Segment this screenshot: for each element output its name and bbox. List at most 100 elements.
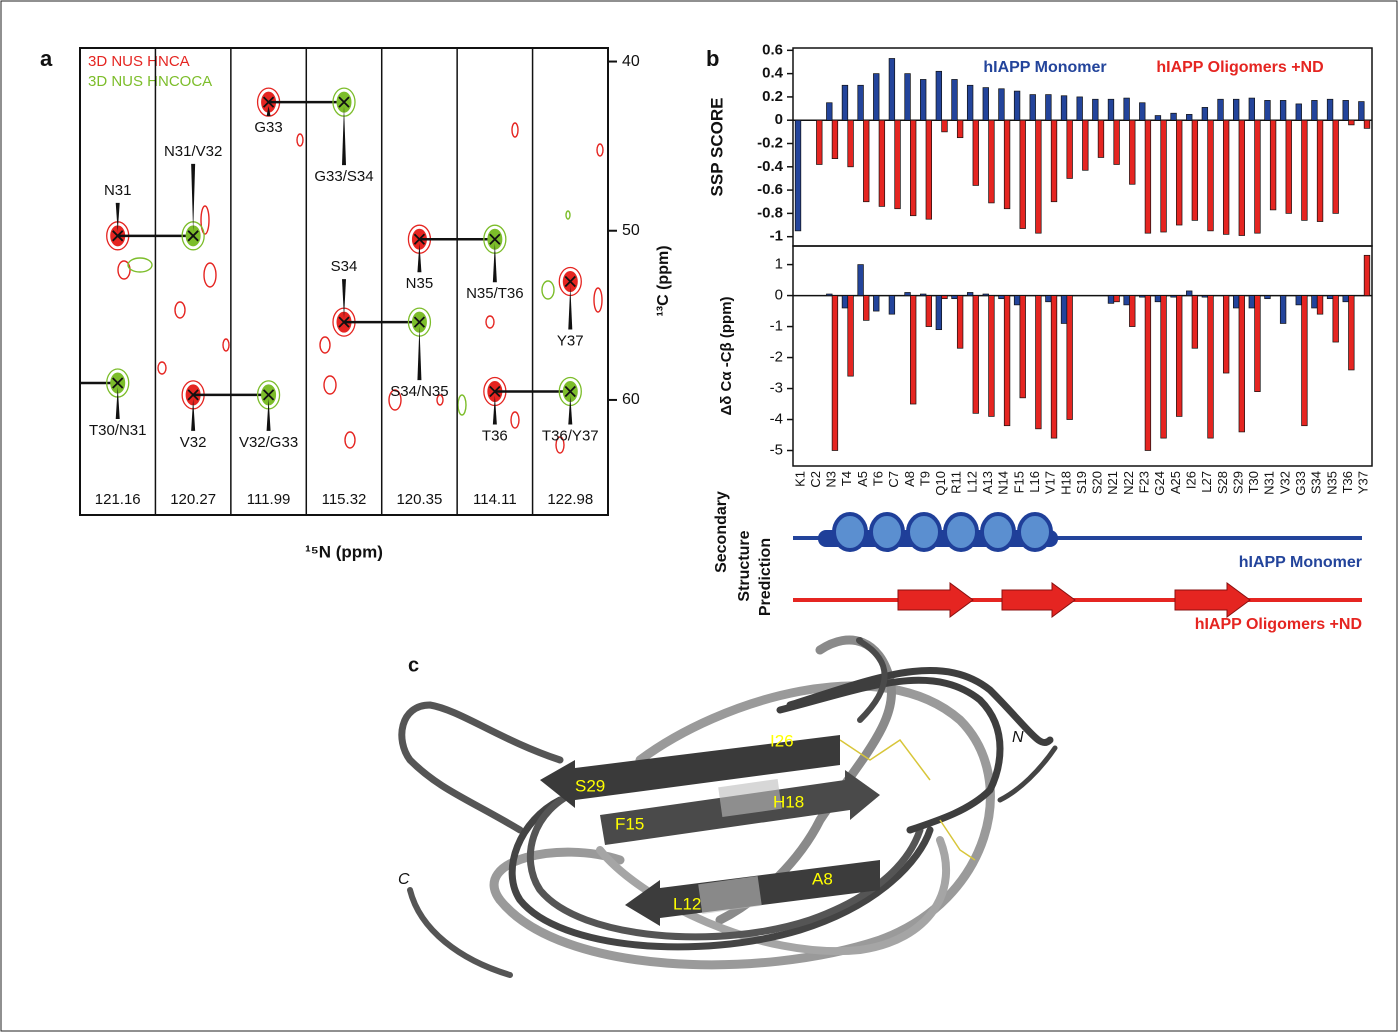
bar xyxy=(1222,295,1230,374)
strand-highlight xyxy=(718,778,782,818)
bar xyxy=(941,295,948,300)
bar xyxy=(904,292,911,296)
bar xyxy=(972,295,979,414)
contour xyxy=(200,205,210,235)
bar xyxy=(1186,114,1193,121)
y-tick-label: 1 xyxy=(775,256,783,273)
peak-label: N31/V32 xyxy=(164,143,222,160)
bar xyxy=(1191,295,1199,349)
bar xyxy=(1238,295,1245,433)
bar xyxy=(816,119,823,165)
peak-label: S34/N35 xyxy=(390,383,448,400)
structure-cartoon: c S29 I26 F15 H18 L12 A8 N C xyxy=(398,635,1058,978)
disulfide xyxy=(839,738,976,861)
bar xyxy=(1092,98,1099,121)
y-tick-label: 0.2 xyxy=(762,88,783,105)
bar xyxy=(1160,119,1167,233)
strip-label: 111.99 xyxy=(247,491,291,508)
bar xyxy=(1326,295,1334,300)
y-tick-label: 0.4 xyxy=(762,65,784,82)
helix-turn xyxy=(832,512,868,552)
panel-label: c xyxy=(408,654,419,676)
bar xyxy=(966,292,974,296)
bar xyxy=(1129,119,1136,185)
contour xyxy=(296,133,304,147)
peak-label: G33/S34 xyxy=(314,168,373,185)
strip-label: 115.32 xyxy=(322,491,367,508)
strip-label: 120.35 xyxy=(396,491,442,508)
bar xyxy=(1107,98,1115,121)
bar xyxy=(972,119,979,186)
bar xyxy=(1295,103,1302,121)
peak-label: N35 xyxy=(406,275,434,292)
contour xyxy=(555,436,565,454)
contour xyxy=(457,394,467,416)
peak-cross xyxy=(338,96,350,108)
x-tick-label: T36 xyxy=(1340,471,1355,493)
x-tick-label: V17 xyxy=(1043,471,1058,494)
bar xyxy=(1326,98,1334,121)
bar xyxy=(1097,119,1105,158)
bar xyxy=(951,79,958,121)
label-pointer xyxy=(115,387,120,420)
label-pointer xyxy=(417,326,422,381)
bar xyxy=(1301,295,1308,427)
legend-entry: 3D NUS HNCA xyxy=(88,53,190,70)
peak-label: G33 xyxy=(254,119,282,136)
helix-turn xyxy=(943,512,979,552)
bar xyxy=(1363,119,1371,129)
peak-cross xyxy=(187,230,199,242)
residue-label: L12 xyxy=(673,894,701,913)
legend-entry: hIAPP Monomer xyxy=(983,59,1106,76)
bar xyxy=(841,84,849,121)
label-pointer xyxy=(568,285,573,330)
contour xyxy=(541,280,555,300)
residue-label: I26 xyxy=(770,731,794,750)
contour xyxy=(127,257,153,273)
x-tick-label: T30 xyxy=(1246,471,1261,493)
x-tick-label: T9 xyxy=(917,471,932,486)
bar xyxy=(1316,295,1324,315)
bar xyxy=(1254,119,1261,234)
bar xyxy=(1123,295,1130,306)
bar xyxy=(1248,295,1255,309)
contour xyxy=(203,262,217,288)
bar xyxy=(1045,94,1052,121)
y-tick-label: 0.6 xyxy=(762,41,783,58)
bar xyxy=(966,84,974,121)
y-tick-label: 0 xyxy=(775,287,783,304)
label-pointer xyxy=(492,243,497,283)
label-pointer xyxy=(568,395,573,425)
bar xyxy=(998,295,1005,300)
bar xyxy=(1186,290,1193,296)
contour xyxy=(388,389,402,411)
bar xyxy=(1342,295,1349,303)
bar xyxy=(1316,119,1324,222)
x-tick-label: C2 xyxy=(808,471,823,488)
bar xyxy=(1060,95,1068,121)
bar xyxy=(1363,254,1371,296)
bar xyxy=(904,73,911,121)
x-tick-label: N21 xyxy=(1105,471,1120,495)
x-tick-label: K1 xyxy=(792,471,807,487)
bar xyxy=(941,119,948,133)
residue-label: S29 xyxy=(575,776,605,795)
ss-track-label: hIAPP Monomer xyxy=(1239,554,1362,571)
bar xyxy=(1019,119,1026,229)
bar xyxy=(1269,119,1277,211)
bar xyxy=(1160,295,1167,439)
bar xyxy=(1076,96,1083,121)
strand-highlight xyxy=(698,875,762,915)
label-pointer xyxy=(342,279,346,319)
x-tick-label: L27 xyxy=(1199,471,1214,493)
y-tick-label: -2 xyxy=(770,349,783,366)
bar xyxy=(1139,295,1146,298)
x-tick-label: R11 xyxy=(949,471,964,494)
bar xyxy=(1154,115,1162,121)
x-tick-label: S34 xyxy=(1309,471,1324,494)
bar xyxy=(1217,98,1224,121)
contour xyxy=(565,210,571,220)
x-tick-label: A13 xyxy=(980,471,995,494)
bar xyxy=(1082,119,1089,171)
peak-cross xyxy=(112,377,124,389)
